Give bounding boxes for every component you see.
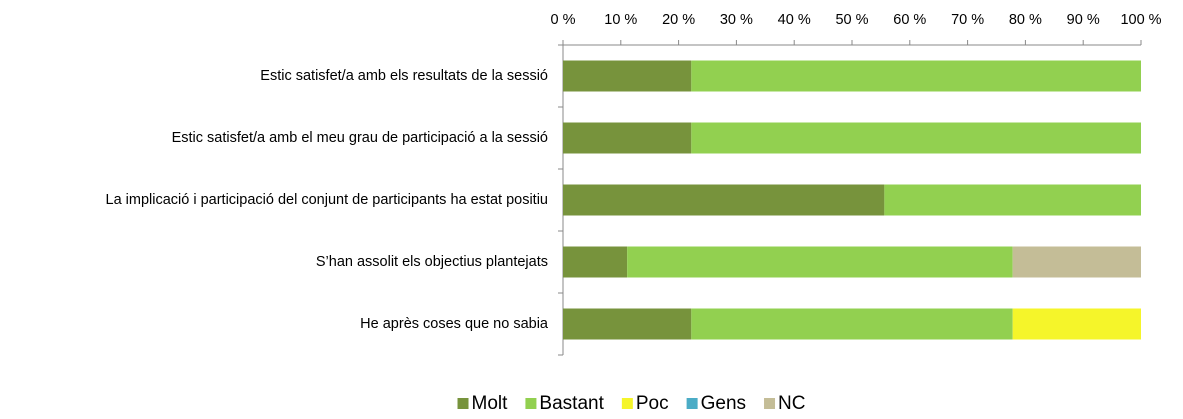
legend-swatch — [457, 398, 469, 409]
legend-swatch — [525, 398, 537, 409]
bar — [563, 184, 885, 216]
bar — [1012, 246, 1141, 278]
bar — [691, 60, 1141, 92]
y-tick-label: Estic satisfet/a amb els resultats de la… — [260, 68, 548, 84]
x-tick-label: 0 % — [551, 12, 576, 28]
y-tick-label: La implicació i participació del conjunt… — [105, 192, 549, 208]
legend-label: Poc — [636, 393, 669, 414]
x-tick-label: 40 % — [778, 12, 811, 28]
bar — [1012, 308, 1141, 340]
legend-swatch — [621, 398, 633, 409]
bar — [563, 122, 692, 154]
bar — [563, 60, 692, 92]
y-tick-label: He après coses que no sabia — [360, 316, 548, 332]
y-tick-label: S’han assolit els objectius plantejats — [315, 254, 548, 270]
legend-label: Bastant — [539, 393, 604, 414]
bar — [563, 308, 692, 340]
legend-swatch — [764, 398, 776, 409]
x-tick-label: 30 % — [720, 12, 753, 28]
legend-label: NC — [778, 393, 805, 414]
x-tick-label: 10 % — [604, 12, 637, 28]
x-tick-label: 60 % — [893, 12, 926, 28]
x-tick-label: 90 % — [1067, 12, 1100, 28]
bar — [627, 246, 1013, 278]
x-tick-label: 80 % — [1009, 12, 1042, 28]
legend-swatch — [686, 398, 698, 409]
x-tick-label: 70 % — [951, 12, 984, 28]
x-tick-label: 100 % — [1120, 12, 1161, 28]
bar — [884, 184, 1141, 216]
legend-label: Gens — [701, 393, 746, 414]
x-tick-label: 50 % — [835, 12, 868, 28]
bar — [691, 122, 1141, 154]
x-tick-label: 20 % — [662, 12, 695, 28]
bar — [691, 308, 1013, 340]
bar — [563, 246, 628, 278]
legend-label: Molt — [472, 393, 509, 414]
y-tick-label: Estic satisfet/a amb el meu grau de part… — [171, 130, 548, 146]
